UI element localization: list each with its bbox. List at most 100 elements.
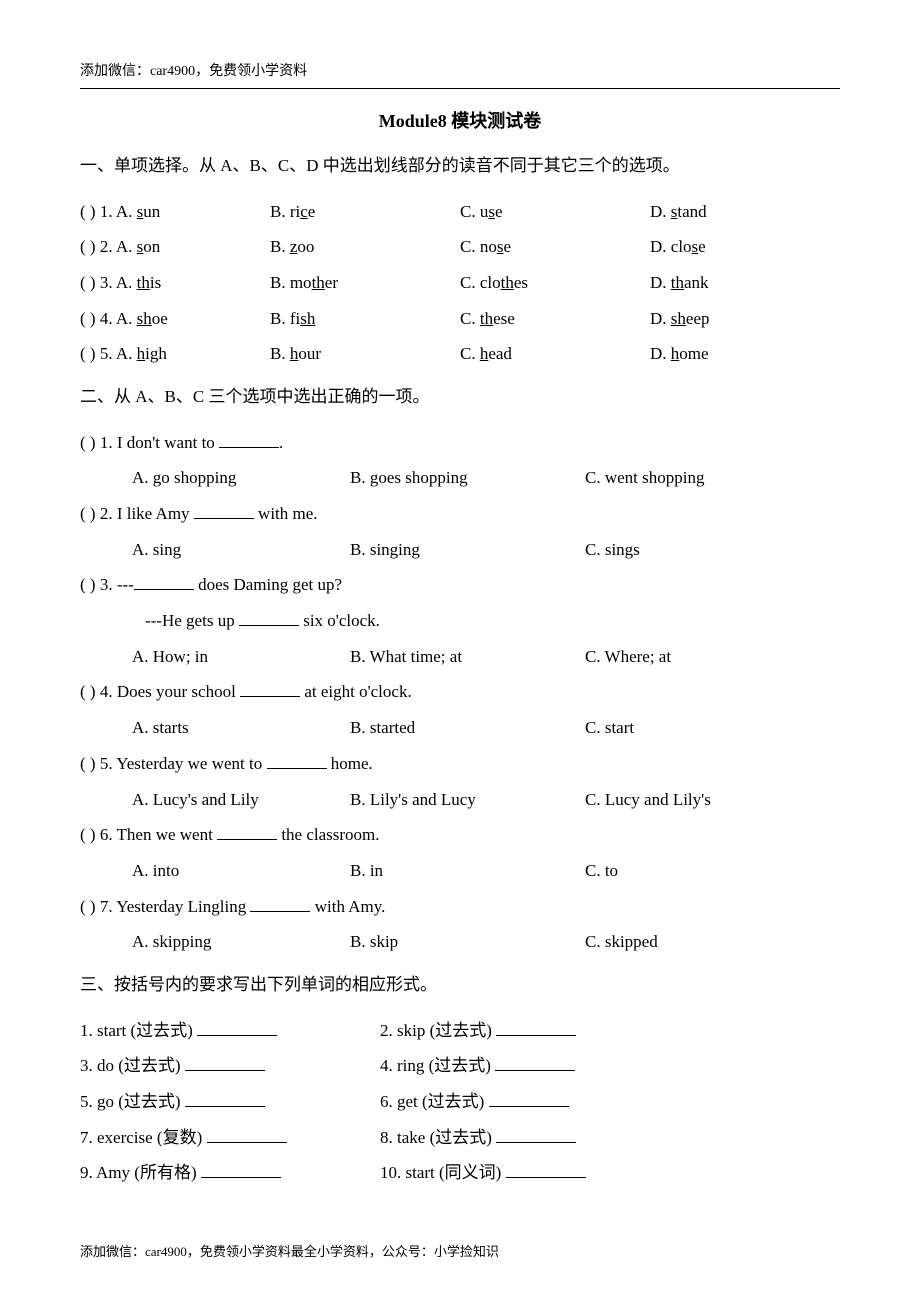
header-note: 添加微信：car4900，免费领小学资料 — [80, 60, 840, 80]
opt-a: A. starts — [132, 710, 350, 746]
s1-opt-b: B. hour — [270, 336, 460, 372]
blank — [240, 679, 300, 697]
s2-options: A. go shopping B. goes shopping C. went … — [80, 460, 840, 496]
opt-c: C. skipped — [585, 924, 840, 960]
s1-opt-a: ( ) 5. A. high — [80, 336, 270, 372]
s1-item: ( ) 4. A. shoe B. fish C. these D. sheep — [80, 301, 840, 337]
blank — [239, 608, 299, 626]
blank — [201, 1160, 281, 1178]
opt-a: A. into — [132, 853, 350, 889]
blank — [197, 1018, 277, 1036]
blank — [185, 1053, 265, 1071]
s1-opt-c: C. nose — [460, 229, 650, 265]
s3-row: 9. Amy (所有格) 10. start (同义词) — [80, 1155, 840, 1191]
opt-a: A. sing — [132, 532, 350, 568]
blank — [496, 1018, 576, 1036]
opt-c: C. start — [585, 710, 840, 746]
opt-a: A. skipping — [132, 924, 350, 960]
s1-opt-d: D. home — [650, 336, 840, 372]
s3-row: 7. exercise (复数) 8. take (过去式) — [80, 1120, 840, 1156]
s1-opt-d: D. sheep — [650, 301, 840, 337]
blank — [250, 894, 310, 912]
s1-opt-c: C. clothes — [460, 265, 650, 301]
blank — [496, 1125, 576, 1143]
s1-opt-a: ( ) 1. A. sun — [80, 194, 270, 230]
opt-c: C. sings — [585, 532, 840, 568]
s1-opt-d: D. stand — [650, 194, 840, 230]
s1-opt-b: B. fish — [270, 301, 460, 337]
s2-options: A. skipping B. skip C. skipped — [80, 924, 840, 960]
blank — [185, 1089, 265, 1107]
s1-opt-b: B. mother — [270, 265, 460, 301]
s3-row: 3. do (过去式) 4. ring (过去式) — [80, 1048, 840, 1084]
s1-opt-a: ( ) 4. A. shoe — [80, 301, 270, 337]
s3-row: 1. start (过去式) 2. skip (过去式) — [80, 1013, 840, 1049]
blank — [207, 1125, 287, 1143]
s3-right: 10. start (同义词) — [380, 1155, 840, 1191]
s1-opt-b: B. zoo — [270, 229, 460, 265]
s2-stem: ( ) 4. Does your school at eight o'clock… — [80, 674, 840, 710]
s3-right: 6. get (过去式) — [380, 1084, 840, 1120]
s3-right: 4. ring (过去式) — [380, 1048, 840, 1084]
section3-heading: 三、按括号内的要求写出下列单词的相应形式。 — [80, 970, 840, 1001]
opt-c: C. to — [585, 853, 840, 889]
s2-stem: ( ) 6. Then we went the classroom. — [80, 817, 840, 853]
section1-heading: 一、单项选择。从 A、B、C、D 中选出划线部分的读音不同于其它三个的选项。 — [80, 151, 840, 182]
section1-list: ( ) 1. A. sun B. rice C. use D. stand ( … — [80, 194, 840, 372]
section2-heading: 二、从 A、B、C 三个选项中选出正确的一项。 — [80, 382, 840, 413]
s1-opt-c: C. head — [460, 336, 650, 372]
s1-opt-d: D. thank — [650, 265, 840, 301]
s2-stem: ( ) 2. I like Amy with me. — [80, 496, 840, 532]
s2-stem: ( ) 3. --- does Daming get up? — [80, 567, 840, 603]
s3-right: 8. take (过去式) — [380, 1120, 840, 1156]
s2-options: A. How; in B. What time; at C. Where; at — [80, 639, 840, 675]
s3-left: 7. exercise (复数) — [80, 1120, 380, 1156]
opt-b: B. started — [350, 710, 585, 746]
s1-opt-c: C. these — [460, 301, 650, 337]
blank — [134, 572, 194, 590]
blank — [194, 501, 254, 519]
opt-b: B. in — [350, 853, 585, 889]
s2-options: A. into B. in C. to — [80, 853, 840, 889]
blank — [489, 1089, 569, 1107]
s1-opt-c: C. use — [460, 194, 650, 230]
opt-b: B. singing — [350, 532, 585, 568]
page-container: 添加微信：car4900，免费领小学资料 Module8 模块测试卷 一、单项选… — [0, 0, 920, 1300]
s3-left: 5. go (过去式) — [80, 1084, 380, 1120]
s2-stem: ( ) 1. I don't want to . — [80, 425, 840, 461]
opt-b: B. Lily's and Lucy — [350, 782, 585, 818]
s2-options: A. Lucy's and Lily B. Lily's and Lucy C.… — [80, 782, 840, 818]
opt-c: C. Where; at — [585, 639, 840, 675]
s2-stem: ( ) 7. Yesterday Lingling with Amy. — [80, 889, 840, 925]
opt-b: B. goes shopping — [350, 460, 585, 496]
s2-substem: ---He gets up six o'clock. — [80, 603, 840, 639]
s1-opt-d: D. close — [650, 229, 840, 265]
s1-opt-a: ( ) 2. A. son — [80, 229, 270, 265]
s2-options: A. starts B. started C. start — [80, 710, 840, 746]
blank — [267, 751, 327, 769]
s2-options: A. sing B. singing C. sings — [80, 532, 840, 568]
document-title: Module8 模块测试卷 — [80, 107, 840, 133]
opt-a: A. How; in — [132, 639, 350, 675]
opt-c: C. went shopping — [585, 460, 840, 496]
header-rule — [80, 88, 840, 89]
s1-item: ( ) 3. A. this B. mother C. clothes D. t… — [80, 265, 840, 301]
blank — [217, 822, 277, 840]
s3-right: 2. skip (过去式) — [380, 1013, 840, 1049]
opt-a: A. go shopping — [132, 460, 350, 496]
s1-opt-b: B. rice — [270, 194, 460, 230]
blank — [506, 1160, 586, 1178]
opt-b: B. skip — [350, 924, 585, 960]
s1-item: ( ) 1. A. sun B. rice C. use D. stand — [80, 194, 840, 230]
opt-b: B. What time; at — [350, 639, 585, 675]
s1-item: ( ) 5. A. high B. hour C. head D. home — [80, 336, 840, 372]
s1-opt-a: ( ) 3. A. this — [80, 265, 270, 301]
opt-a: A. Lucy's and Lily — [132, 782, 350, 818]
footer-note: 添加微信：car4900，免费领小学资料最全小学资料，公众号：小学捡知识 — [80, 1241, 840, 1260]
s3-row: 5. go (过去式) 6. get (过去式) — [80, 1084, 840, 1120]
s2-stem: ( ) 5. Yesterday we went to home. — [80, 746, 840, 782]
blank — [219, 430, 279, 448]
s3-left: 3. do (过去式) — [80, 1048, 380, 1084]
section2-list: ( ) 1. I don't want to . A. go shopping … — [80, 425, 840, 960]
s3-left: 1. start (过去式) — [80, 1013, 380, 1049]
